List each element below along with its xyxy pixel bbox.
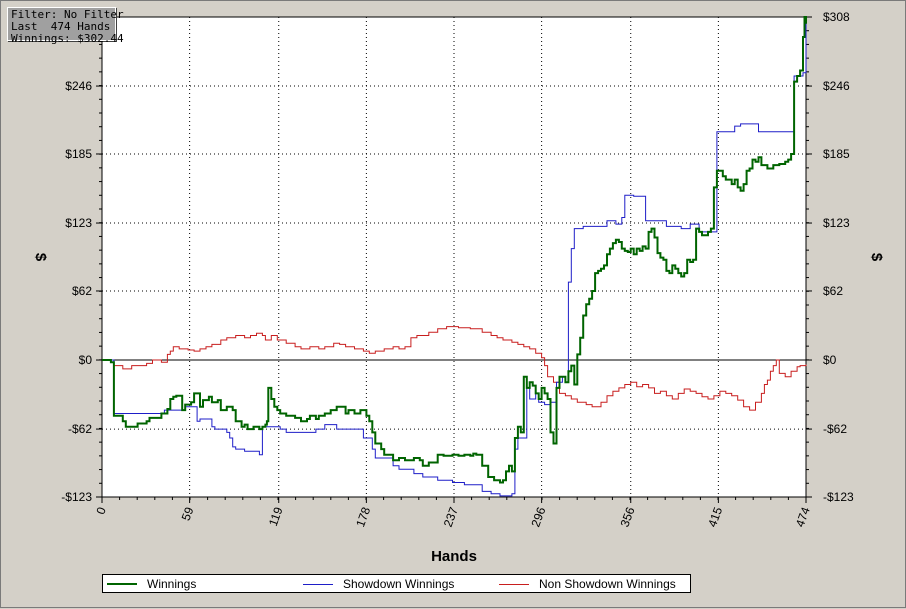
y-tick-label-right: $62	[823, 284, 843, 298]
x-axis-title: Hands	[431, 548, 477, 565]
winnings-line	[102, 16, 807, 484]
legend-swatch-showdown	[303, 583, 333, 585]
axis-ticks	[96, 16, 812, 503]
legend-label-non-showdown: Non Showdown Winnings	[539, 577, 676, 591]
y-tick-label-right: $308	[823, 10, 850, 24]
x-tick-label: 59	[179, 505, 197, 523]
showdown-winnings-line	[102, 17, 807, 497]
legend-swatch-non-showdown	[499, 583, 529, 585]
y-tick-label-left: $0	[79, 353, 93, 367]
filter-text: Filter: No Filter	[11, 8, 124, 21]
legend: Winnings Showdown Winnings Non Showdown …	[102, 574, 691, 593]
y-tick-label-left: $185	[65, 147, 92, 161]
y-tick-label-right: -$123	[823, 490, 854, 504]
non-showdown-winnings-line	[102, 326, 807, 411]
x-tick-label: 296	[528, 505, 548, 529]
x-tick-label: 178	[353, 505, 373, 529]
grid-lines	[102, 17, 806, 497]
x-tick-label: 237	[441, 505, 461, 529]
x-tick-label: 415	[705, 505, 725, 529]
y-axis-title-left: $	[32, 253, 49, 262]
y-tick-label-right: -$62	[823, 422, 847, 436]
y-tick-label-left: -$62	[68, 422, 92, 436]
legend-label-winnings: Winnings	[147, 577, 197, 591]
y-tick-label-right: $185	[823, 147, 850, 161]
legend-swatch-winnings	[107, 583, 137, 585]
y-tick-label-right: $0	[823, 353, 837, 367]
x-tick-label: 356	[618, 505, 638, 529]
y-tick-label-left: -$123	[61, 490, 92, 504]
legend-label-showdown: Showdown Winnings	[343, 577, 455, 591]
y-tick-label-right: $246	[823, 79, 850, 93]
tick-labels: -$123 -$123 -$62 -$62 $0 $0 $62 $62 $123 $123 $185…	[61, 10, 854, 529]
hands-count-text: Last 474 Hands	[11, 20, 111, 33]
x-tick-label: 119	[266, 505, 286, 528]
y-tick-label-left: $246	[65, 79, 92, 93]
info-box: Filter: No Filter Last 474 Hands Winning…	[7, 7, 124, 45]
legend-item-winnings: Winnings	[107, 577, 196, 591]
x-tick-label: 0	[93, 505, 109, 516]
y-axis-title-right: $	[868, 253, 885, 262]
y-tick-label-left: $62	[72, 284, 92, 298]
series-lines	[102, 16, 807, 497]
x-tick-label: 474	[793, 505, 813, 529]
y-tick-label-left: $123	[65, 216, 92, 230]
legend-item-non-showdown: Non Showdown Winnings	[499, 577, 676, 591]
winnings-total-text: Winnings: $302.44	[11, 32, 124, 45]
y-tick-label-right: $123	[823, 216, 850, 230]
legend-item-showdown: Showdown Winnings	[303, 577, 454, 591]
